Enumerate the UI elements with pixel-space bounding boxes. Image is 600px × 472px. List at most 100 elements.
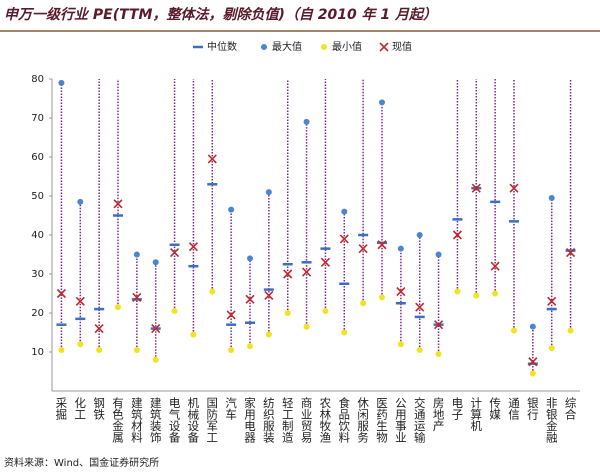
min-dot [322, 308, 329, 315]
current-mark [528, 357, 538, 367]
max-dot [435, 251, 442, 258]
x-tick-label: 非银金融 [545, 397, 559, 444]
x-tick-label: 家用电器 [243, 396, 257, 444]
x-tick-label: 计算机 [469, 397, 483, 432]
legend-label: 现值 [392, 40, 412, 53]
current-mark [283, 269, 293, 279]
current-mark [170, 247, 180, 258]
current-mark [434, 320, 444, 330]
current-mark [566, 247, 576, 258]
current-mark [264, 290, 274, 301]
current-mark [56, 288, 66, 299]
x-tick-label: 通信 [507, 397, 521, 421]
max-dot [416, 232, 423, 238]
x-tick-label: 传媒 [488, 396, 502, 421]
current-mark [132, 292, 142, 302]
max-dot [341, 208, 348, 215]
max-dot [265, 189, 272, 196]
current-mark [377, 240, 387, 250]
x-tick-label: 机械设备 [186, 396, 200, 444]
min-dot [77, 341, 84, 348]
min-dot [303, 323, 310, 330]
min-dot [473, 292, 480, 299]
x-tick-label: 公用事业 [394, 397, 408, 443]
max-dot [58, 79, 65, 86]
x-tick-label: 化工 [73, 396, 87, 420]
min-dot [548, 345, 555, 352]
min-dot [96, 347, 103, 354]
min-dot [492, 290, 499, 297]
legend-swatch [379, 42, 389, 52]
x-tick-label: 综合 [564, 396, 578, 420]
current-mark [302, 267, 312, 277]
x-tick-label: 电子 [450, 397, 464, 420]
current-mark [226, 310, 236, 320]
legend-label: 中位数 [207, 40, 237, 53]
current-mark [396, 286, 406, 297]
x-tick-label: 电气设备 [168, 397, 182, 444]
min-dot [435, 350, 442, 357]
min-dot [454, 288, 461, 295]
legend-label: 最小值 [332, 40, 362, 53]
current-mark [490, 261, 500, 271]
x-tick-label: 建筑装饰 [149, 396, 163, 443]
y-tick-label: 70 [31, 113, 44, 124]
x-tick-label: 建筑材料 [130, 396, 144, 444]
y-tick-label: 40 [31, 230, 44, 241]
max-dot [228, 206, 235, 213]
min-dot [567, 327, 574, 334]
y-tick-label: 30 [31, 269, 44, 280]
max-dot [397, 245, 404, 252]
legend-label: 最大值 [272, 40, 302, 53]
max-dot [303, 118, 310, 125]
y-tick-label: 50 [31, 191, 44, 202]
max-dot [133, 251, 140, 258]
min-dot [115, 304, 121, 311]
min-dot [284, 310, 291, 316]
min-dot [247, 343, 253, 350]
max-dot [77, 198, 84, 205]
legend-swatch [261, 44, 267, 50]
x-tick-label: 国防军工 [205, 397, 219, 443]
max-dot [247, 255, 253, 262]
y-tick-label: 80 [31, 74, 44, 85]
current-mark [188, 242, 198, 252]
current-mark [320, 257, 330, 267]
min-dot [341, 329, 348, 336]
max-dot [152, 259, 159, 266]
current-mark [358, 244, 368, 254]
current-mark [509, 183, 519, 193]
source-note: 资料来源：Wind、国金证券研究所 [4, 456, 159, 469]
x-tick-label: 有色金属 [111, 396, 125, 444]
x-tick-label: 纺织服装 [262, 396, 276, 444]
min-dot [360, 300, 367, 307]
min-dot [511, 327, 517, 334]
max-dot [379, 99, 385, 106]
x-tick-label: 采掘 [54, 397, 68, 421]
x-tick-label: 医药生物 [375, 397, 389, 443]
legend-swatch [321, 44, 327, 50]
x-tick-label: 汽车 [224, 396, 238, 421]
min-dot [397, 341, 404, 348]
min-dot [133, 347, 140, 354]
min-dot [152, 356, 159, 363]
x-tick-label: 商业贸易 [300, 396, 314, 444]
current-mark [75, 296, 85, 306]
x-tick-label: 交通运输 [413, 396, 427, 444]
min-dot [190, 331, 197, 338]
min-dot [529, 370, 536, 377]
current-mark [207, 154, 217, 164]
y-tick-label: 10 [31, 347, 44, 358]
y-tick-label: 20 [31, 308, 44, 319]
current-mark [471, 183, 481, 193]
current-mark [415, 302, 425, 312]
min-dot [58, 347, 65, 354]
current-mark [113, 199, 123, 209]
current-mark [452, 230, 462, 240]
min-dot [228, 347, 235, 354]
min-dot [379, 294, 385, 301]
current-mark [94, 324, 104, 334]
x-tick-label: 房地产 [432, 397, 446, 432]
max-dot [548, 194, 555, 201]
x-tick-label: 银行 [526, 396, 540, 421]
